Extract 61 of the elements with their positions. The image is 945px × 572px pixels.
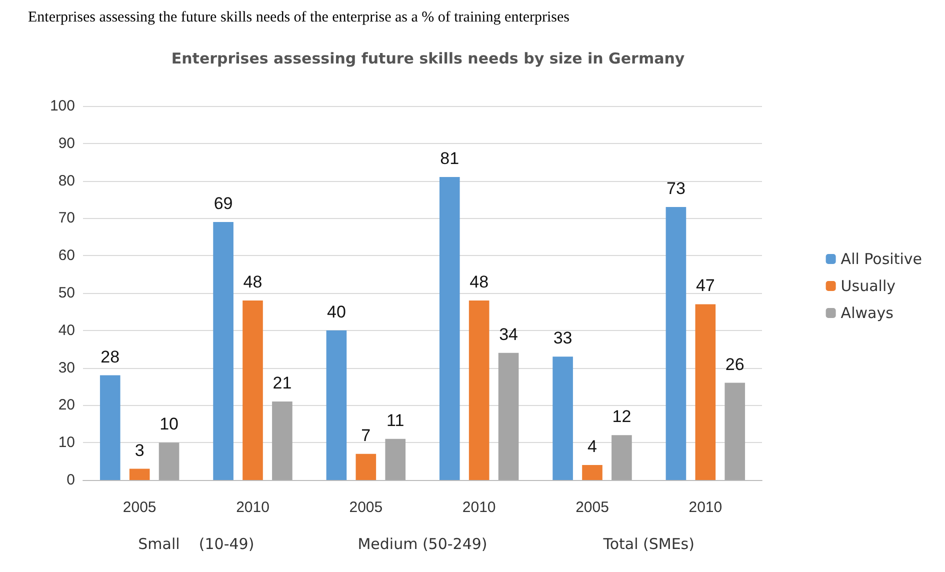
data-label: 73 xyxy=(666,178,686,198)
y-tick-label: 20 xyxy=(58,396,75,414)
data-label: 21 xyxy=(272,373,292,392)
data-label: 3 xyxy=(134,440,144,460)
y-tick-label: 60 xyxy=(58,247,75,264)
legend-label: Always xyxy=(840,304,894,322)
text: Medium (50-249) xyxy=(358,535,488,553)
y-tick-label: 0 xyxy=(66,472,75,488)
bar xyxy=(468,300,490,480)
text: Enterprises assessing the future skills needs of the enterprise as a % of training enterprises xyxy=(28,10,570,26)
x-tick-label: 2010 xyxy=(462,499,496,516)
data-label: 81 xyxy=(440,149,460,168)
data-label: 48 xyxy=(470,272,489,292)
data-label: 4 xyxy=(588,437,597,456)
text: Total (SMEs) xyxy=(602,535,694,553)
data-label: 7 xyxy=(361,426,371,445)
bar xyxy=(582,465,602,480)
data-label: 48 xyxy=(243,272,262,292)
bar xyxy=(385,438,406,480)
y-tick-label: 80 xyxy=(58,172,75,190)
y-tick-label: 30 xyxy=(58,359,75,376)
y-tick-label: 70 xyxy=(58,210,75,227)
text: Small (10-49) xyxy=(138,535,254,553)
legend-label: All Positive xyxy=(840,250,922,268)
bar xyxy=(213,222,234,480)
bar xyxy=(100,375,120,480)
bar xyxy=(666,206,686,480)
bar xyxy=(724,382,746,480)
data-label: 69 xyxy=(214,194,233,213)
bar xyxy=(498,352,519,480)
bar xyxy=(158,442,180,480)
data-label: 33 xyxy=(553,328,572,348)
bar xyxy=(129,468,150,480)
bar xyxy=(242,300,263,480)
bar xyxy=(356,454,376,480)
x-tick-label: 2005 xyxy=(122,499,156,516)
bar xyxy=(695,304,716,480)
y-tick-label: 100 xyxy=(50,98,75,114)
bar xyxy=(326,330,347,480)
bar xyxy=(272,401,292,480)
data-label: 40 xyxy=(327,302,346,322)
x-tick-label: 2010 xyxy=(688,499,722,516)
y-tick-label: 50 xyxy=(58,284,75,302)
bar xyxy=(612,435,632,480)
data-label: 10 xyxy=(160,414,178,434)
y-tick-label: 90 xyxy=(58,134,75,152)
bar xyxy=(552,356,573,480)
bar xyxy=(439,177,460,480)
x-tick-label: 2005 xyxy=(576,499,609,516)
data-label: 12 xyxy=(612,407,632,426)
data-label: 28 xyxy=(100,347,120,366)
data-label: 34 xyxy=(499,324,518,344)
data-label: 47 xyxy=(696,276,715,296)
chart-title: Enterprises assessing future skills needs by size in Germany xyxy=(171,50,685,68)
x-tick-label: 2010 xyxy=(236,499,270,516)
legend-label: Usually xyxy=(840,277,896,295)
y-tick-label: 10 xyxy=(58,434,75,452)
y-tick-label: 40 xyxy=(58,322,75,339)
x-tick-label: 2005 xyxy=(349,499,383,516)
data-label: 26 xyxy=(725,354,744,374)
data-label: 11 xyxy=(386,410,404,430)
